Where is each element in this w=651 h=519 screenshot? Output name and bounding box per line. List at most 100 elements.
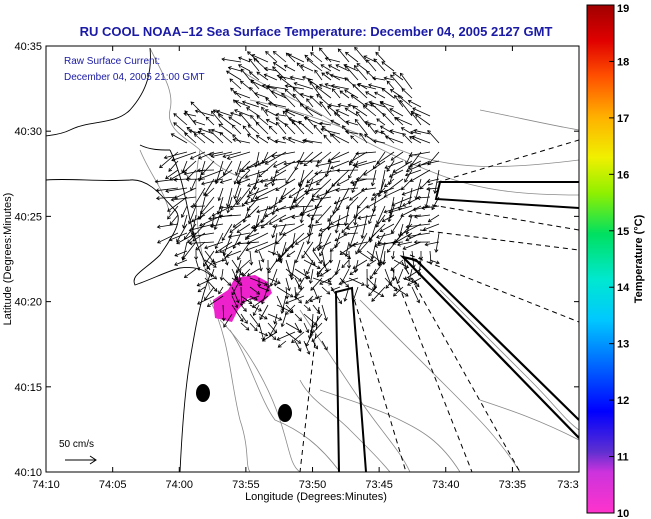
current-vector — [195, 259, 200, 271]
current-vector-head — [330, 84, 335, 88]
current-vector-head — [276, 280, 281, 285]
current-vector — [276, 250, 282, 263]
current-vector-head — [345, 283, 350, 288]
current-vector — [307, 79, 323, 90]
current-vector-head — [253, 296, 258, 301]
annotation-line-1: Raw Surface Current: — [64, 56, 160, 67]
current-vector — [188, 205, 197, 224]
current-vector — [363, 55, 377, 63]
current-vector-head — [234, 275, 239, 280]
current-vector-head — [275, 121, 280, 126]
current-vector — [215, 241, 233, 254]
current-vector — [306, 58, 323, 72]
current-vector-head — [352, 84, 357, 88]
current-vector — [242, 268, 251, 277]
current-vector-head — [391, 277, 396, 281]
current-vector — [312, 250, 322, 264]
current-vector — [369, 268, 377, 280]
current-vector — [208, 151, 224, 156]
current-vector-head — [186, 127, 191, 131]
current-vector-head — [388, 173, 393, 178]
current-vector-head — [211, 110, 215, 115]
current-vector-head — [339, 90, 344, 95]
current-vector — [372, 77, 386, 81]
current-vector — [288, 137, 305, 144]
current-vector-head — [316, 247, 321, 252]
current-vector-head — [263, 281, 268, 286]
current-vector — [299, 205, 323, 215]
current-vector — [352, 259, 368, 269]
current-vector — [231, 286, 239, 303]
current-vector-head — [349, 196, 353, 201]
current-vector — [206, 259, 215, 270]
current-vector — [312, 304, 321, 314]
current-vector — [352, 286, 359, 302]
current-vector-head — [238, 282, 243, 286]
current-vector-head — [239, 112, 243, 117]
current-vector — [235, 259, 242, 279]
current-vector — [434, 169, 440, 194]
current-vector — [401, 178, 413, 190]
current-vector-head — [155, 188, 160, 193]
current-vector-head — [185, 177, 190, 182]
current-vector-head — [257, 283, 262, 288]
current-vector — [197, 286, 206, 293]
current-vector — [191, 214, 206, 222]
current-vector — [240, 295, 253, 304]
current-vector-head — [274, 139, 279, 144]
current-vector — [311, 196, 323, 221]
current-vector — [290, 76, 305, 81]
current-vector — [303, 250, 316, 266]
current-vector — [275, 178, 296, 191]
current-vector — [384, 277, 398, 292]
colorbar-tick-label: 14 — [617, 282, 630, 294]
current-vector-head — [292, 87, 297, 92]
current-vector-head — [216, 109, 220, 114]
current-vector — [346, 223, 368, 229]
current-vector-head — [242, 125, 247, 130]
current-vector — [190, 151, 206, 160]
current-vector-head — [221, 317, 226, 322]
current-vector-head — [230, 87, 234, 92]
current-vector-head — [355, 111, 360, 115]
current-vector-head — [195, 246, 200, 251]
current-vector — [355, 160, 377, 168]
current-vector — [255, 151, 260, 167]
current-vector-head — [303, 189, 308, 194]
current-vector-head — [307, 79, 312, 83]
current-vector — [241, 160, 260, 172]
current-vector-head — [411, 112, 415, 117]
current-vector — [261, 214, 278, 229]
current-vector-head — [263, 73, 268, 78]
current-vector — [344, 107, 359, 117]
current-vector-head — [316, 181, 320, 186]
current-vector-head — [324, 56, 329, 61]
y-tick-label: 40:25 — [14, 211, 42, 223]
current-vector — [272, 169, 278, 186]
y-tick-label: 40:30 — [14, 126, 42, 138]
current-vector — [204, 250, 215, 263]
current-vector-head — [386, 168, 391, 172]
colorbar-tick-label: 16 — [617, 169, 629, 181]
current-vector-head — [237, 256, 241, 261]
current-vector-head — [206, 303, 211, 307]
current-vector-head — [256, 291, 261, 295]
current-vector — [285, 259, 292, 277]
current-vector-head — [233, 180, 238, 185]
current-vector-head — [299, 219, 304, 224]
current-vector — [285, 169, 296, 184]
current-vector-head — [237, 64, 242, 68]
current-vector — [255, 122, 269, 135]
current-vector-head — [232, 99, 237, 104]
current-vector-head — [318, 83, 323, 88]
current-vector — [334, 232, 350, 242]
current-vector — [182, 241, 197, 260]
current-vector-head — [338, 300, 342, 305]
current-vector — [366, 259, 377, 267]
current-vector-head — [371, 192, 376, 197]
current-vector — [184, 268, 197, 278]
current-vector-head — [182, 256, 186, 261]
current-vector-head — [318, 260, 322, 264]
current-vector-head — [254, 248, 259, 253]
